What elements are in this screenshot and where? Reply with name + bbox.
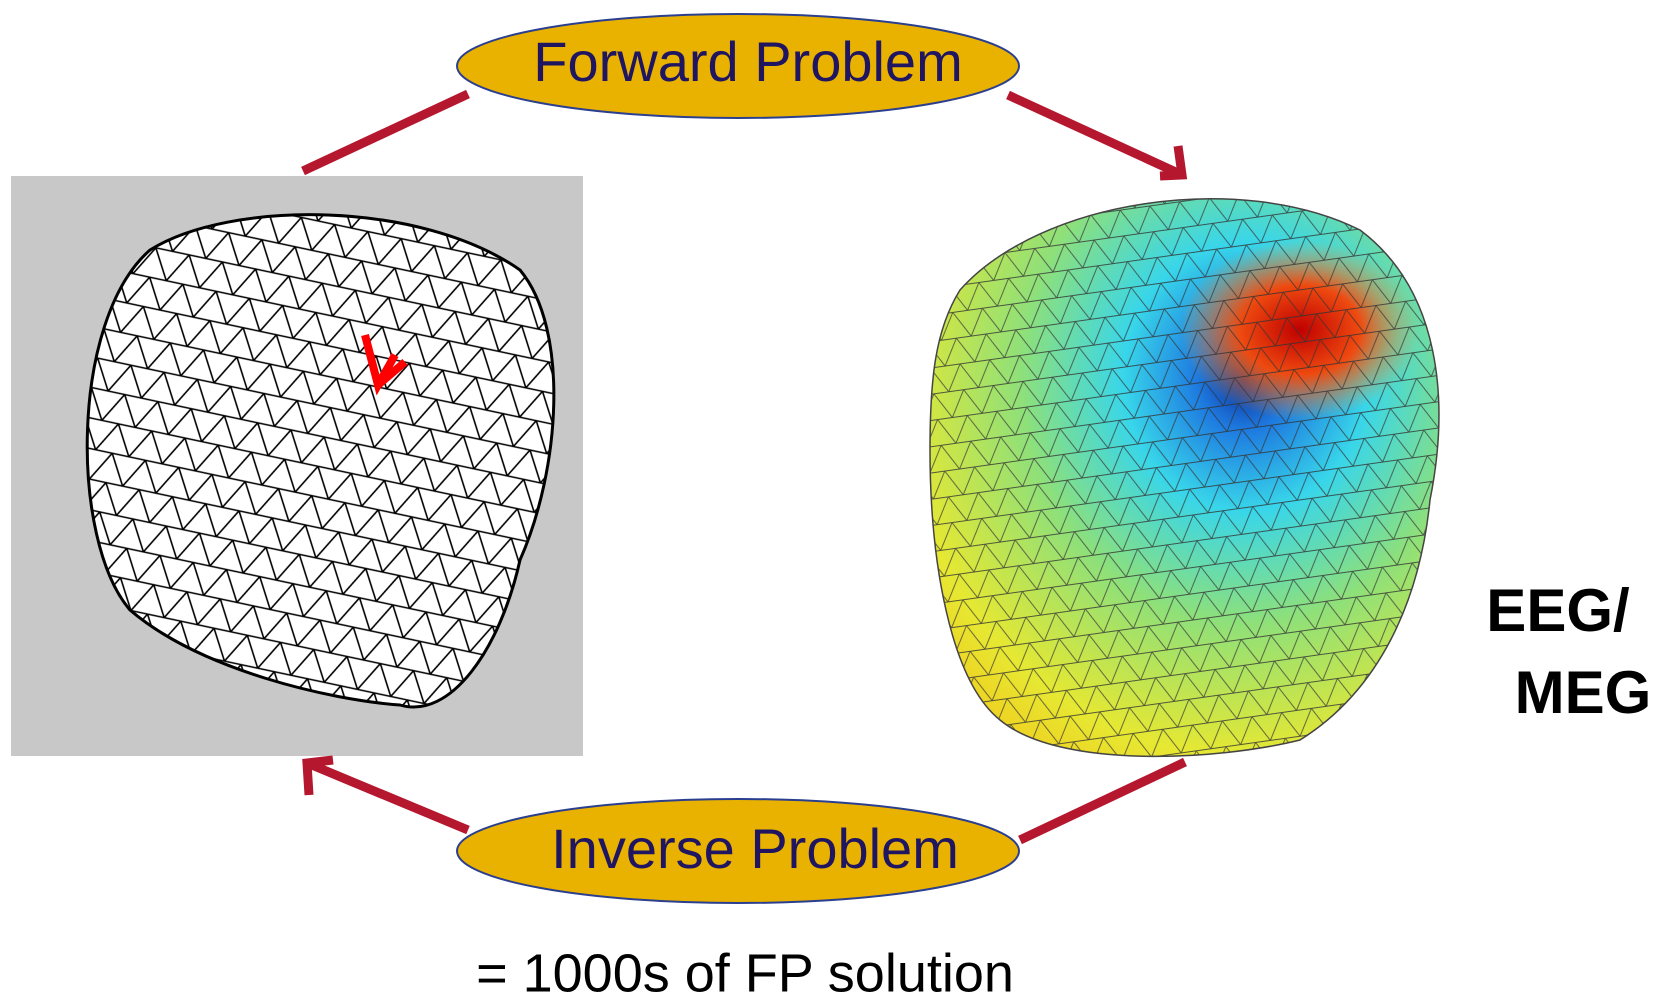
forward-label: Forward Problem xyxy=(533,30,962,93)
diagram: Forward Problem Inverse Problem EEG/ MEG… xyxy=(0,0,1677,1005)
output-label: EEG/ xyxy=(1486,577,1630,644)
output-label: MEG xyxy=(1515,659,1652,726)
footnote: = 1000s of FP solution xyxy=(476,943,1014,1003)
page: {"diagram": {"forward_problem": "Forward… xyxy=(0,0,1677,1005)
potential-map-mesh xyxy=(930,199,1439,757)
inverse-label: Inverse Problem xyxy=(551,817,959,880)
